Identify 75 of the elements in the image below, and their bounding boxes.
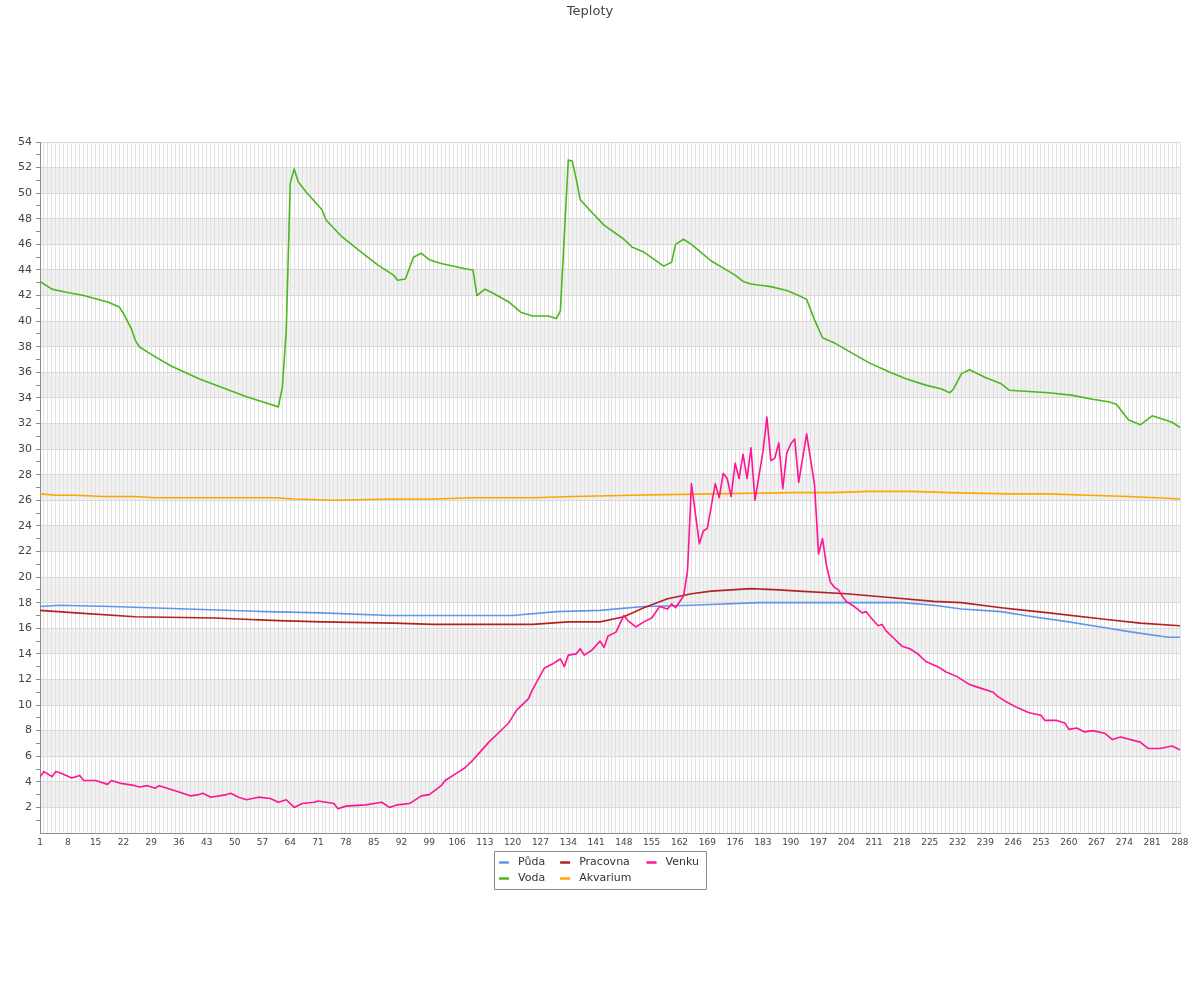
y-tick-label: 4 xyxy=(25,774,32,788)
x-tick-label: 274 xyxy=(1115,836,1134,847)
y-tick-label: 6 xyxy=(25,749,32,763)
x-tick-label: 106 xyxy=(448,836,466,847)
x-tick-label: 260 xyxy=(1060,836,1078,847)
x-tick-label: 141 xyxy=(587,836,605,847)
y-tick-label: 10 xyxy=(18,697,32,711)
y-tick-label: 28 xyxy=(18,467,32,481)
x-tick-label: 120 xyxy=(504,836,522,847)
x-tick-label: 78 xyxy=(340,836,352,847)
y-tick-label: 46 xyxy=(18,237,32,251)
y-tick-label: 8 xyxy=(25,723,32,737)
x-tick-label: 148 xyxy=(615,836,633,847)
y-tick-label: 24 xyxy=(18,518,32,532)
x-tick-label: 246 xyxy=(1004,836,1023,847)
y-tick-label: 12 xyxy=(18,672,32,686)
x-tick-label: 232 xyxy=(948,836,967,847)
y-tick-label: 30 xyxy=(18,441,32,455)
x-tick-label: 85 xyxy=(367,836,380,847)
y-tick-label: 2 xyxy=(25,800,32,814)
x-tick-label: 113 xyxy=(476,836,494,847)
y-tick-label: 42 xyxy=(18,288,32,302)
x-tick-label: 43 xyxy=(201,836,213,847)
x-tick-label: 64 xyxy=(284,836,297,847)
x-tick-label: 288 xyxy=(1171,836,1189,847)
y-tick-label: 40 xyxy=(18,314,32,328)
x-tick-label: 197 xyxy=(809,836,828,847)
x-tick-label: 218 xyxy=(893,836,911,847)
x-tick-label: 176 xyxy=(726,836,744,847)
chart-title: Teploty xyxy=(565,3,614,19)
legend-label: Voda xyxy=(518,871,546,885)
y-tick-label: 44 xyxy=(18,262,32,276)
x-tick-label: 71 xyxy=(312,836,324,847)
y-tick-label: 34 xyxy=(18,390,32,404)
x-tick-label: 29 xyxy=(145,836,158,847)
y-tick-label: 36 xyxy=(18,365,32,379)
x-tick-label: 99 xyxy=(423,836,436,847)
x-tick-label: 190 xyxy=(782,836,800,847)
x-tick-label: 134 xyxy=(559,836,578,847)
y-tick-label: 32 xyxy=(18,416,32,430)
y-tick-label: 50 xyxy=(18,186,32,200)
x-tick-label: 239 xyxy=(976,836,995,847)
y-tick-label: 14 xyxy=(18,646,32,660)
x-tick-label: 162 xyxy=(670,836,689,847)
x-tick-label: 15 xyxy=(89,836,102,847)
x-tick-label: 211 xyxy=(865,836,883,847)
x-tick-label: 267 xyxy=(1087,836,1106,847)
legend-label: Pracovna xyxy=(579,855,630,869)
x-tick-label: 183 xyxy=(754,836,772,847)
x-tick-label: 281 xyxy=(1143,836,1161,847)
y-tick-label: 18 xyxy=(18,595,32,609)
y-tick-label: 22 xyxy=(18,544,32,558)
y-tick-label: 54 xyxy=(18,134,32,148)
y-tick-label: 48 xyxy=(18,211,32,225)
x-tick-label: 169 xyxy=(698,836,717,847)
y-tick-label: 26 xyxy=(18,493,32,507)
y-tick-label: 52 xyxy=(18,160,32,174)
x-tick-label: 8 xyxy=(64,836,71,847)
x-tick-label: 22 xyxy=(117,836,130,847)
y-tick-label: 38 xyxy=(18,339,32,353)
x-tick-label: 57 xyxy=(256,836,269,847)
x-tick-label: 155 xyxy=(643,836,661,847)
x-tick-label: 253 xyxy=(1032,836,1050,847)
legend-label: Akvarium xyxy=(579,871,632,885)
legend-label: Venku xyxy=(665,855,699,869)
x-tick-label: 50 xyxy=(228,836,241,847)
x-tick-label: 1 xyxy=(37,836,43,847)
y-tick-label: 16 xyxy=(18,621,32,635)
x-tick-label: 225 xyxy=(921,836,939,847)
y-tick-label: 20 xyxy=(18,569,32,583)
x-tick-label: 204 xyxy=(837,836,856,847)
x-tick-label: 92 xyxy=(395,836,408,847)
x-tick-label: 36 xyxy=(173,836,186,847)
x-tick-label: 127 xyxy=(531,836,550,847)
legend-label: Půda xyxy=(518,855,546,869)
